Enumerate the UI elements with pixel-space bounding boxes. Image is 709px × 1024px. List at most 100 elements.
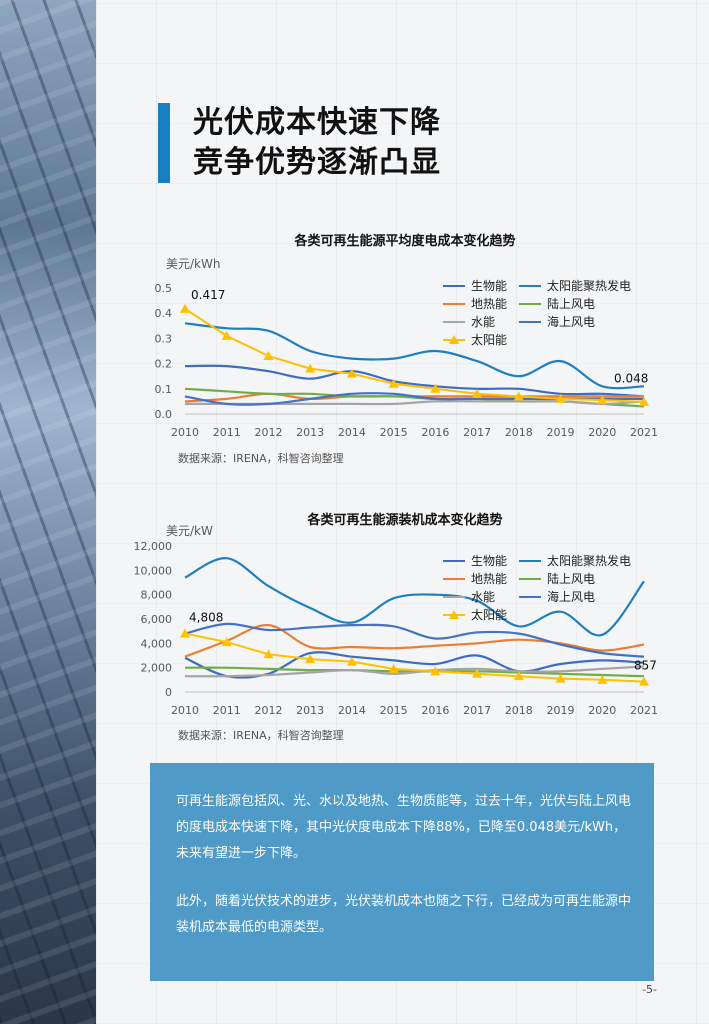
chart2-series-line-hydro bbox=[184, 665, 645, 678]
chart1-source: 数据来源：IRENA，科智咨询整理 bbox=[178, 452, 344, 465]
chart1-y-tick-label: 0.5 bbox=[155, 282, 173, 295]
chart1-x-tick-label: 2012 bbox=[254, 426, 282, 439]
chart1-series-line-bio bbox=[184, 364, 645, 398]
chart1-data-label: 0.048 bbox=[614, 371, 648, 385]
chart1-x-tick-label: 2018 bbox=[505, 426, 533, 439]
chart2-series-line-geo bbox=[184, 623, 645, 658]
title-line-2: 竞争优势逐渐凸显 bbox=[193, 145, 441, 180]
chart2-x-tick-label: 2012 bbox=[254, 704, 282, 717]
chart2-solar-point bbox=[430, 666, 441, 676]
chart1-legend-label-csp: 太阳能聚热发电 bbox=[547, 278, 631, 293]
summary-paragraph-1: 可再生能源包括风、光、水以及地热、生物质能等，过去十年，光伏与陆上风电的度电成本… bbox=[176, 794, 632, 861]
title-line-1: 光伏成本快速下降 bbox=[193, 105, 441, 140]
chart2-x-tick-label: 2015 bbox=[380, 704, 408, 717]
chart2-series-line-solar bbox=[184, 632, 645, 683]
chart2-y-tick-label: 10,000 bbox=[134, 564, 173, 577]
chart2-x-tick-label: 2016 bbox=[421, 704, 449, 717]
chart2-data-label: 857 bbox=[634, 659, 657, 673]
chart1-y-axis-label: 美元/kWh bbox=[166, 257, 220, 271]
chart1-series-line-csp bbox=[184, 322, 645, 390]
chart1-x-tick-label: 2015 bbox=[380, 426, 408, 439]
chart1-solar-point bbox=[430, 383, 441, 393]
chart1-solar-point bbox=[263, 351, 274, 361]
chart2-y-tick-label: 12,000 bbox=[134, 540, 173, 553]
chart2-y-tick-label: 6,000 bbox=[141, 613, 173, 626]
chart2-legend-label-hydro: 水能 bbox=[471, 590, 495, 604]
chart1-legend-label-solar: 太阳能 bbox=[471, 332, 507, 347]
chart1-solar-point bbox=[305, 363, 316, 373]
chart1-y-tick-label: 0.3 bbox=[155, 332, 173, 345]
chart1-x-tick-label: 2014 bbox=[338, 426, 366, 439]
chart2-legend-label-bio: 生物能 bbox=[471, 554, 507, 568]
chart2-solar-point bbox=[472, 668, 483, 678]
chart2-x-tick-label: 2018 bbox=[505, 704, 533, 717]
summary-paragraph-2: 此外，随着光伏技术的进步，光伏装机成本也随之下行，已经成为可再生能源中装机成本最… bbox=[176, 894, 632, 935]
chart2-legend-label-solar: 太阳能 bbox=[471, 607, 507, 622]
chart1-x-tick-label: 2010 bbox=[171, 426, 199, 439]
chart2-title: 各类可再生能源装机成本变化趋势 bbox=[307, 513, 503, 528]
chart2-solar-point bbox=[346, 656, 357, 666]
chart2-y-axis-label: 美元/kW bbox=[166, 524, 213, 538]
chart1-y-tick-label: 0.2 bbox=[155, 358, 173, 371]
chart1-title: 各类可再生能源平均度电成本变化趋势 bbox=[294, 234, 516, 249]
chart2-solar-point bbox=[388, 663, 399, 673]
chart2-data-label: 4,808 bbox=[189, 611, 223, 625]
chart2-solar-point bbox=[221, 637, 232, 647]
chart1-solar-point bbox=[513, 391, 524, 401]
chart2-x-tick-label: 2020 bbox=[588, 704, 616, 717]
page-title: 光伏成本快速下降 竞争优势逐渐凸显 bbox=[193, 103, 441, 183]
chart2-solar-point bbox=[263, 649, 274, 659]
chart1-x-tick-label: 2021 bbox=[630, 426, 658, 439]
chart1-x-tick-label: 2017 bbox=[463, 426, 491, 439]
chart1-legend-label-offshore: 海上风电 bbox=[547, 314, 595, 329]
chart1-solar-point bbox=[346, 368, 357, 378]
chart2-y-tick-label: 2,000 bbox=[141, 662, 173, 675]
title-accent-bar bbox=[158, 103, 170, 183]
chart1-solar-point bbox=[639, 396, 649, 406]
chart2-legend-marker-solar bbox=[449, 610, 459, 619]
chart1-solar-point bbox=[597, 395, 608, 405]
chart1-solar-point bbox=[555, 393, 566, 403]
chart2-series-line-offshore bbox=[184, 622, 645, 658]
chart1-legend-label-geo: 地热能 bbox=[471, 297, 507, 311]
chart1-solar-point bbox=[472, 388, 483, 398]
chart2-solar-point bbox=[513, 671, 524, 681]
chart2-x-tick-label: 2013 bbox=[296, 704, 324, 717]
chart2-legend-label-csp: 太阳能聚热发电 bbox=[547, 553, 631, 568]
chart1-solar-point bbox=[180, 303, 190, 313]
page-number: -5- bbox=[642, 983, 657, 996]
chart1-legend-label-bio: 生物能 bbox=[471, 279, 507, 293]
chart1-y-tick-label: 0.1 bbox=[155, 383, 173, 396]
chart2-solar-point bbox=[180, 628, 190, 638]
chart2-y-tick-label: 0 bbox=[165, 686, 172, 699]
chart2-source: 数据来源：IRENA，科智咨询整理 bbox=[178, 729, 344, 742]
chart2-x-tick-label: 2011 bbox=[213, 704, 241, 717]
chart1-legend-label-hydro: 水能 bbox=[471, 315, 495, 329]
chart1-solar-point bbox=[388, 378, 399, 388]
chart1-solar-point bbox=[221, 330, 232, 340]
chart2-solar-point bbox=[555, 673, 566, 683]
building-photo bbox=[0, 0, 96, 1024]
chart1-legend-label-onshore: 陆上风电 bbox=[547, 296, 595, 311]
chart2-solar-point bbox=[597, 674, 608, 684]
chart2-x-tick-label: 2014 bbox=[338, 704, 366, 717]
chart2-series-line-csp bbox=[184, 557, 645, 637]
chart2-x-tick-label: 2019 bbox=[547, 704, 575, 717]
chart2-solar-point bbox=[639, 676, 649, 686]
chart1-x-tick-label: 2013 bbox=[296, 426, 324, 439]
chart1-legend-marker-solar bbox=[449, 335, 459, 344]
chart2-legend-label-onshore: 陆上风电 bbox=[547, 571, 595, 586]
chart2-y-tick-label: 8,000 bbox=[141, 589, 173, 602]
chart2-legend-label-offshore: 海上风电 bbox=[547, 589, 595, 604]
chart1-y-tick-label: 0.0 bbox=[155, 408, 173, 421]
chart1-x-tick-label: 2019 bbox=[547, 426, 575, 439]
chart2-x-tick-label: 2017 bbox=[463, 704, 491, 717]
chart1-data-label: 0.417 bbox=[191, 288, 225, 302]
chart2-x-tick-label: 2021 bbox=[630, 704, 658, 717]
chart2-solar-point bbox=[305, 654, 316, 664]
chart1-series-line-solar bbox=[184, 308, 645, 403]
chart1-y-tick-label: 0.4 bbox=[155, 307, 173, 320]
chart1-x-tick-label: 2016 bbox=[421, 426, 449, 439]
summary-box: 可再生能源包括风、光、水以及地热、生物质能等，过去十年，光伏与陆上风电的度电成本… bbox=[150, 763, 654, 981]
